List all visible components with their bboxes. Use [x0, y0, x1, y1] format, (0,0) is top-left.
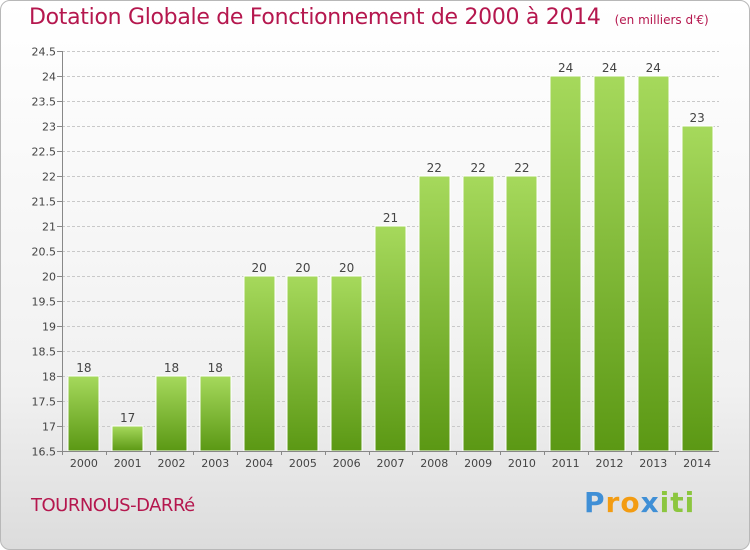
x-tick-label: 2013: [639, 457, 667, 470]
bar-2001: [111, 425, 144, 452]
bar-2000: [67, 375, 100, 452]
value-label: 18: [76, 361, 91, 375]
y-tick-label: 18.5: [32, 346, 57, 359]
y-tick-label: 20: [42, 271, 56, 284]
value-label: 18: [164, 361, 179, 375]
bar-2008: [418, 175, 451, 452]
y-tick-label: 19: [42, 321, 56, 334]
x-tick-label: 2006: [333, 457, 361, 470]
x-tick-label: 2003: [201, 457, 229, 470]
commune-name: TOURNOUS-DARRé: [31, 495, 195, 516]
chart-subtitle: (en milliers d'€): [614, 13, 709, 27]
y-tick-label: 20.5: [32, 246, 57, 259]
x-tick-label: 2001: [114, 457, 142, 470]
bar-2004: [243, 275, 276, 452]
bar-2007: [374, 225, 407, 452]
x-tick-label: 2007: [377, 457, 405, 470]
value-label: 21: [383, 211, 398, 225]
proxiti-logo: Proxiti: [584, 486, 696, 519]
bar-2011: [549, 75, 582, 452]
bar-2009: [462, 175, 495, 452]
x-tick-label: 2004: [245, 457, 273, 470]
y-tick-label: 17: [42, 421, 56, 434]
title-text: Dotation Globale de Fonctionnement de 20…: [29, 5, 601, 30]
x-tick-label: 2010: [508, 457, 536, 470]
bar-2005: [286, 275, 319, 452]
bar-2012: [593, 75, 626, 452]
value-label: 24: [558, 61, 573, 75]
y-tick-label: 22: [42, 171, 56, 184]
y-tick-label: 18: [42, 371, 56, 384]
y-tick-label: 21: [42, 221, 56, 234]
value-label: 20: [295, 261, 310, 275]
x-tick-label: 2005: [289, 457, 317, 470]
bar-2003: [199, 375, 232, 452]
bar-2002: [155, 375, 188, 452]
value-label: 20: [339, 261, 354, 275]
x-tick-label: 2000: [70, 457, 98, 470]
value-label: 22: [470, 161, 485, 175]
bar-2006: [330, 275, 363, 452]
bars: [67, 75, 714, 452]
value-label: 22: [427, 161, 442, 175]
y-tick-label: 24: [42, 71, 56, 84]
value-label: 20: [251, 261, 266, 275]
y-tick-label: 23.5: [32, 96, 57, 109]
y-tick-label: 19.5: [32, 296, 57, 309]
value-label: 23: [689, 111, 704, 125]
x-tick-label: 2011: [552, 457, 580, 470]
labels: 16.5 17 17.5 18 18.5 19 19.5 20 20.5 21 21.5 22 22.5…: [32, 46, 712, 471]
value-label: 24: [602, 61, 617, 75]
value-label: 18: [208, 361, 223, 375]
x-tick-label: 2008: [420, 457, 448, 470]
y-tick-label: 21.5: [32, 196, 57, 209]
axes: [57, 51, 719, 455]
y-tick-label: 22.5: [32, 146, 57, 159]
bar-2013: [637, 75, 670, 452]
x-tick-label: 2002: [158, 457, 186, 470]
bar-2010: [505, 175, 538, 452]
chart-title: Dotation Globale de Fonctionnement de 20…: [29, 5, 709, 30]
y-tick-label: 16.5: [32, 446, 57, 459]
value-label: 24: [646, 61, 661, 75]
x-tick-label: 2012: [596, 457, 624, 470]
bar-2014: [681, 125, 714, 452]
value-label: 22: [514, 161, 529, 175]
y-tick-label: 23: [42, 121, 56, 134]
y-tick-label: 17.5: [32, 396, 57, 409]
y-tick-label: 24.5: [32, 46, 57, 59]
x-tick-label: 2014: [683, 457, 711, 470]
value-label: 17: [120, 411, 135, 425]
x-tick-label: 2009: [464, 457, 492, 470]
